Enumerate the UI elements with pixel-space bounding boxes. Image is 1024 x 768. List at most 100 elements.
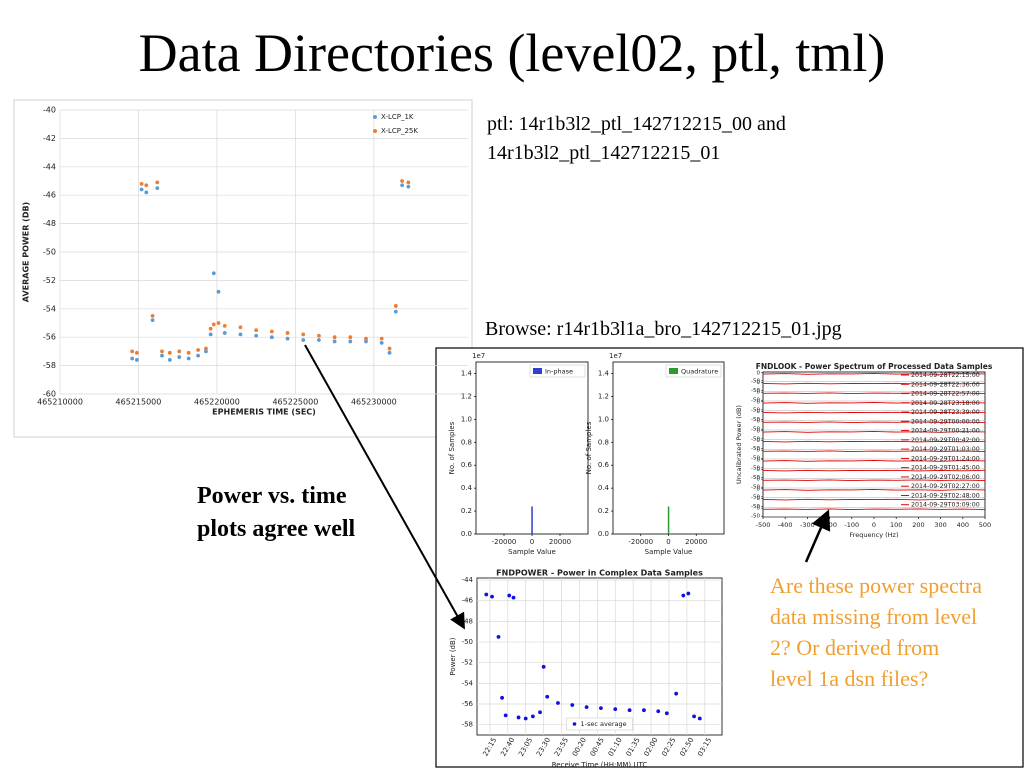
point	[400, 183, 404, 188]
legend-label: 2014-09-28T22:15:00	[911, 372, 980, 379]
point	[130, 349, 135, 354]
y-tick-label: -50	[751, 485, 760, 491]
x-tick-label: -500	[756, 521, 771, 529]
point	[186, 350, 191, 355]
y-tick-label: 0.8	[598, 438, 609, 446]
y-tick-label: 0.6	[598, 461, 610, 469]
legend-label: 1-sec average	[581, 720, 627, 728]
x-tick-label: -100	[844, 521, 859, 529]
point	[238, 325, 243, 330]
point	[139, 187, 144, 192]
ptl-text: ptl: 14r1b3l2_ptl_142712215_00 and 14r1b…	[487, 113, 786, 164]
legend-label: 2014-09-29T00:00:00	[911, 418, 980, 425]
legend-label: 2014-09-28T22:36:00	[911, 381, 980, 388]
y-axis-label: Uncalibrated Power (dB)	[735, 405, 743, 484]
y-tick-label: -50	[751, 504, 760, 510]
y-tick-label: 1.2	[598, 392, 609, 400]
y-tick-label: 0	[757, 380, 761, 386]
point	[196, 348, 200, 352]
x-tick-label: 300	[934, 521, 946, 529]
point	[584, 705, 589, 710]
legend-box	[665, 364, 722, 378]
point	[656, 709, 661, 714]
point	[570, 703, 575, 707]
point	[364, 336, 368, 341]
point	[196, 353, 200, 358]
point	[541, 664, 546, 669]
point	[556, 701, 560, 705]
point	[507, 593, 512, 598]
y-tick-label: 0.8	[461, 438, 472, 446]
y-tick-label: -50	[751, 494, 760, 500]
offset-label: 1e7	[609, 352, 622, 360]
point	[211, 322, 216, 327]
offset-label: 1e7	[472, 352, 485, 360]
point	[393, 309, 398, 314]
x-tick-label: 500	[979, 521, 991, 529]
point	[254, 328, 259, 332]
legend-label: In-phase	[545, 368, 573, 376]
x-axis-label: EPHEMERIS TIME (SEC)	[212, 408, 316, 417]
y-tick-label: -50	[751, 378, 760, 384]
point	[500, 695, 504, 700]
legend-label: 2014-09-29T01:24:00	[911, 455, 980, 462]
point	[222, 331, 227, 335]
legend-label: 2014-09-29T02:06:00	[911, 474, 980, 481]
point	[222, 323, 227, 328]
y-tick-label: -48	[43, 219, 56, 228]
y-tick-label: -50	[751, 407, 760, 413]
legend-label: 2014-09-29T02:48:00	[911, 492, 980, 499]
y-tick-label: 0	[757, 390, 761, 396]
spectrum-line	[762, 382, 986, 385]
point	[406, 180, 411, 185]
y-tick-label: 1.4	[598, 369, 610, 377]
y-axis-label: No. of Samples	[585, 421, 593, 474]
y-tick-label: -44	[43, 162, 56, 171]
point	[348, 339, 353, 344]
point	[254, 333, 259, 338]
browse-text: Browse: r14r1b3l1a_bro_142712215_01.jpg	[485, 318, 842, 340]
y-tick-label: -46	[43, 191, 56, 200]
bar	[667, 506, 670, 534]
legend-label: 2014-09-29T00:21:00	[911, 428, 980, 435]
point	[545, 694, 550, 699]
y-tick-label: -50	[751, 514, 760, 520]
spectrum-line	[762, 411, 986, 414]
x-tick-label: 465220000	[194, 398, 240, 407]
x-tick-label: 100	[890, 521, 902, 529]
point	[484, 592, 489, 597]
point	[301, 332, 306, 337]
x-tick-label: 400	[957, 521, 969, 529]
y-tick-label: -50	[751, 417, 760, 423]
y-tick-label: -42	[43, 134, 56, 143]
y-tick-label: 1.0	[461, 415, 472, 423]
chart-title: FNDLOOK - Power Spectrum of Processed Da…	[756, 362, 993, 371]
y-tick-label: -50	[751, 456, 760, 462]
point	[317, 338, 321, 342]
x-tick-label: 465210000	[37, 398, 83, 407]
point	[332, 335, 337, 340]
arrow	[804, 509, 831, 563]
y-tick-label: -56	[462, 700, 474, 708]
x-tick-label: 0	[530, 538, 534, 546]
point	[511, 595, 516, 600]
y-tick-label: -40	[43, 106, 56, 115]
y-axis-label: Power (dB)	[449, 637, 457, 675]
point	[530, 714, 535, 719]
spectrum-line	[762, 392, 986, 395]
spectrum-line	[762, 498, 986, 501]
point	[285, 336, 290, 341]
x-tick-label: 20000	[685, 538, 707, 546]
y-tick-label: -54	[43, 304, 56, 313]
point	[238, 332, 243, 337]
plot-frame	[476, 577, 723, 736]
y-tick-label: -50	[751, 446, 760, 452]
spectrum-line	[762, 440, 986, 443]
y-tick-label: 0.6	[461, 461, 473, 469]
x-tick-label: 0	[872, 521, 876, 529]
legend-label: 2014-09-29T01:03:00	[911, 446, 980, 453]
point	[364, 339, 368, 344]
y-tick-label: 0	[757, 496, 761, 502]
chart-group: -40 -42 -44 -46 -48 -50 -52 -54 -56 -58 -604652100…	[22, 106, 993, 768]
